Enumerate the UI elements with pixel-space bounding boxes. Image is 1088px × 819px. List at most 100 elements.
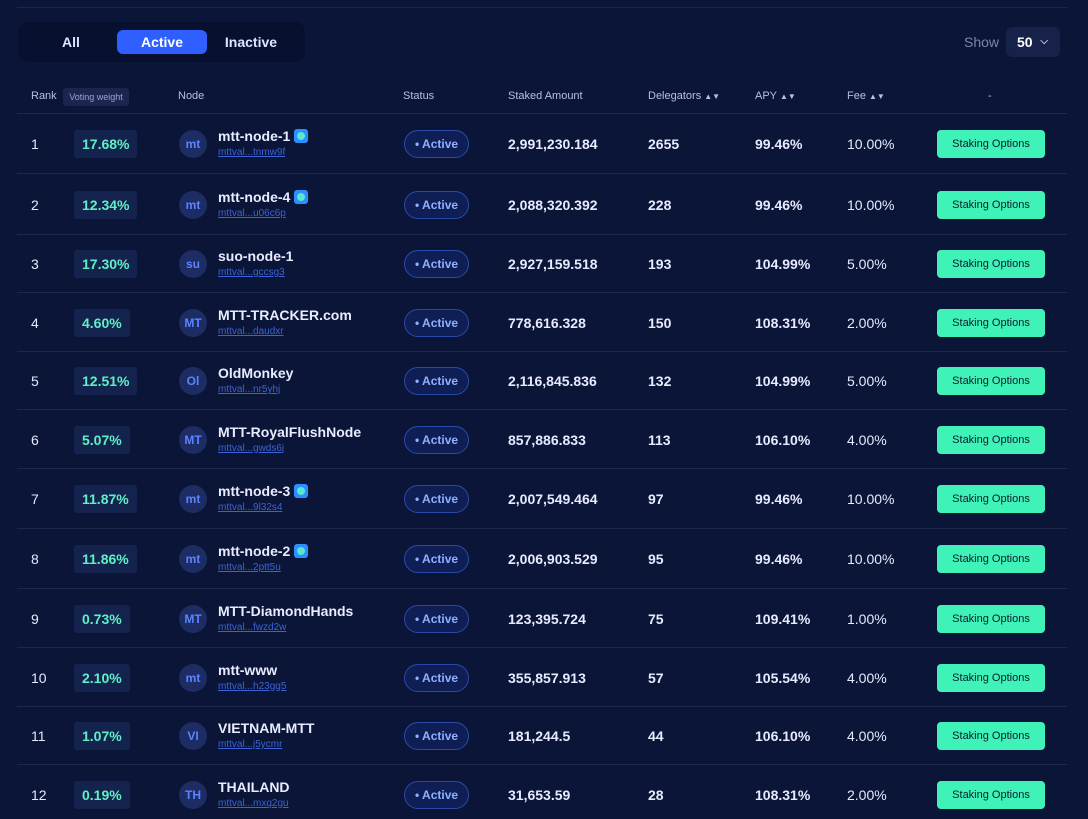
fee-value: 10.00% <box>847 196 895 213</box>
col-apy[interactable]: APY ▲▼ <box>755 90 796 102</box>
node-address-link[interactable]: mttval...j5ycmr <box>218 739 283 750</box>
status-filter-tabs: All Active Inactive <box>18 22 305 62</box>
avatar[interactable]: mt <box>179 663 207 692</box>
staking-options-button[interactable]: Staking Options <box>937 250 1045 278</box>
voting-weight-value: 2.10% <box>74 663 130 692</box>
validators-table: 1 17.68% mt mtt-node-1 mttval...tnmw9f • Acti… <box>17 113 1067 819</box>
staking-options-button[interactable]: Staking Options <box>937 308 1045 337</box>
staking-options-button[interactable]: Staking Options <box>937 663 1045 692</box>
node-address-link[interactable]: mttval...daudxr <box>218 325 284 337</box>
avatar[interactable]: mt <box>179 545 207 573</box>
apy-value: 99.46% <box>755 491 803 507</box>
delegators-value: 28 <box>648 786 664 803</box>
node-name-link[interactable]: mtt-node-3 <box>218 483 309 499</box>
node-address-link[interactable]: mttval...u06c6p <box>218 207 286 219</box>
node-name-link[interactable]: VIETNAM-MTT <box>218 720 314 736</box>
avatar[interactable]: mt <box>179 485 207 513</box>
node-address-link[interactable]: mttval...gccsg3 <box>218 267 285 278</box>
staking-options-button[interactable]: Staking Options <box>937 367 1045 395</box>
node-name-link[interactable]: MTT-DiamondHands <box>218 603 353 619</box>
apy-value: 109.41% <box>755 610 811 627</box>
avatar[interactable]: mt <box>179 130 207 158</box>
fee-value: 5.00% <box>847 373 887 389</box>
staking-options-button[interactable]: Staking Options <box>937 190 1045 219</box>
staked-amount-value: 778,616.328 <box>508 314 586 331</box>
col-fee[interactable]: Fee ▲▼ <box>847 90 885 102</box>
node-name: THAILAND <box>218 778 290 795</box>
delegators-value: 97 <box>648 491 664 507</box>
node-name-link[interactable]: THAILAND <box>218 779 290 795</box>
voting-weight-value: 5.07% <box>74 425 130 454</box>
voting-weight-value: 17.68% <box>74 130 138 158</box>
node-name-link[interactable]: suo-node-1 <box>218 248 293 264</box>
page-size-select[interactable]: 50 ⌵ <box>1006 27 1060 57</box>
avatar[interactable]: TH <box>179 780 207 809</box>
tab-active[interactable]: Active <box>117 30 207 54</box>
staking-options-button[interactable]: Staking Options <box>937 130 1045 158</box>
node-name-link[interactable]: OldMonkey <box>218 365 293 381</box>
avatar[interactable]: su <box>179 250 207 278</box>
node-address-link[interactable]: mttval...h23gg5 <box>218 680 287 692</box>
apy-value: 108.31% <box>755 786 811 803</box>
staked-amount-value: 2,006,903.529 <box>508 551 598 567</box>
col-fee-label: Fee <box>847 90 866 102</box>
avatar[interactable]: mt <box>179 190 207 219</box>
delegators-value: 75 <box>648 610 664 627</box>
node-address-link[interactable]: mttval...9l32s4 <box>218 502 283 513</box>
node-address-link[interactable]: mttval...2ptt5u <box>218 562 281 573</box>
tab-inactive[interactable]: Inactive <box>224 34 278 50</box>
node-address-link[interactable]: mttval...mxq2gu <box>218 797 289 809</box>
status-badge: • Active <box>404 308 469 337</box>
node-name: OldMonkey <box>218 365 294 381</box>
rank-value: 11 <box>31 728 46 744</box>
col-delegators[interactable]: Delegators ▲▼ <box>648 90 720 102</box>
voting-weight-value: 17.30% <box>74 250 138 278</box>
node-name-link[interactable]: mtt-www <box>218 662 286 678</box>
apy-value: 99.46% <box>755 196 803 213</box>
node-name-link[interactable]: mtt-node-2 <box>218 543 309 559</box>
staking-options-button[interactable]: Staking Options <box>937 604 1045 633</box>
node-address-link[interactable]: mttval...fwzd2w <box>218 621 287 633</box>
voting-weight-value: 0.73% <box>74 604 130 633</box>
node-name-link[interactable]: MTT-RoyalFlushNode <box>218 424 361 440</box>
staking-options-button[interactable]: Staking Options <box>937 545 1045 573</box>
staking-options-button[interactable]: Staking Options <box>937 425 1045 454</box>
status-badge: • Active <box>404 250 469 278</box>
table-row: 3 17.30% su suo-node-1 mttval...gccsg3 • Acti… <box>17 235 1067 293</box>
node-name-link[interactable]: mtt-node-1 <box>218 128 309 144</box>
node-info: mtt-node-3 mttval...9l32s4 <box>218 483 309 514</box>
sort-icon: ▲▼ <box>780 92 796 101</box>
table-row: 11 1.07% VI VIETNAM-MTT mttval...j5ycmr • Act… <box>17 707 1067 765</box>
avatar[interactable]: Ol <box>179 367 207 395</box>
staking-options-button[interactable]: Staking Options <box>937 485 1045 513</box>
delegators-value: 57 <box>648 669 664 686</box>
status-badge: • Active <box>404 190 469 219</box>
status-badge: • Active <box>404 367 469 395</box>
node-info: MTT-TRACKER.com mttval...daudxr <box>218 307 352 338</box>
staking-options-button[interactable]: Staking Options <box>937 780 1045 809</box>
table-row: 6 5.07% MT MTT-RoyalFlushNode mttval...gwds6… <box>17 410 1067 469</box>
apy-value: 104.99% <box>755 373 811 389</box>
col-rank: Rank <box>31 90 57 102</box>
tab-all[interactable]: All <box>62 34 80 50</box>
fee-value: 10.00% <box>847 491 895 507</box>
node-address-link[interactable]: mttval...nr5yhj <box>218 384 281 395</box>
avatar[interactable]: MT <box>179 308 207 337</box>
node-name: suo-node-1 <box>218 248 294 264</box>
table-row: 7 11.87% mt mtt-node-3 mttval...9l32s4 • Acti… <box>17 469 1067 529</box>
avatar[interactable]: MT <box>179 604 207 633</box>
avatar[interactable]: MT <box>179 425 207 454</box>
node-address-link[interactable]: mttval...tnmw9f <box>218 147 286 158</box>
avatar[interactable]: VI <box>179 722 207 750</box>
col-status: Status <box>403 90 435 102</box>
fee-value: 4.00% <box>847 431 887 448</box>
staked-amount-value: 2,116,845.836 <box>508 373 597 389</box>
node-name-link[interactable]: MTT-TRACKER.com <box>218 307 352 323</box>
node-name: MTT-DiamondHands <box>218 602 354 619</box>
staked-amount-value: 181,244.5 <box>508 728 571 744</box>
node-name-link[interactable]: mtt-node-4 <box>218 189 309 205</box>
node-address-link[interactable]: mttval...gwds6j <box>218 442 285 454</box>
staking-options-button[interactable]: Staking Options <box>937 722 1045 750</box>
table-row: 1 17.68% mt mtt-node-1 mttval...tnmw9f • Acti… <box>17 114 1067 174</box>
node-info: mtt-www mttval...h23gg5 <box>218 662 286 693</box>
